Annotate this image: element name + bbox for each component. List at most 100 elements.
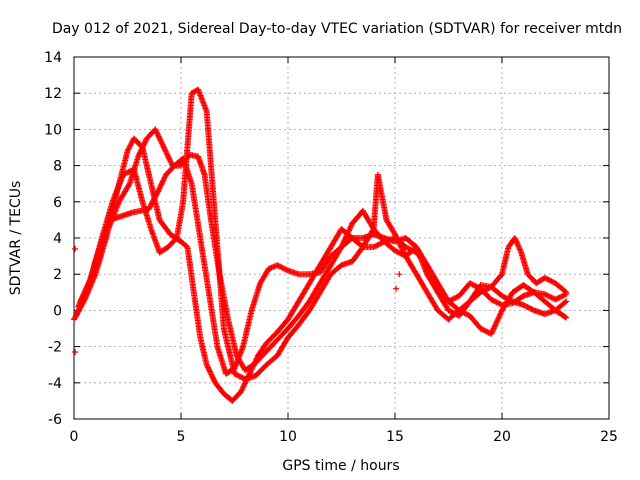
data-point — [87, 276, 94, 283]
y-tick-label: 2 — [53, 267, 62, 283]
data-point — [141, 141, 148, 148]
data-point — [164, 151, 171, 158]
data-point — [544, 276, 551, 283]
data-point — [167, 158, 174, 165]
data-point — [445, 307, 452, 314]
data-point — [138, 146, 145, 153]
data-point — [545, 276, 552, 283]
data-point — [155, 133, 162, 140]
data-point — [543, 291, 550, 298]
data-point — [161, 175, 168, 182]
data-point — [396, 240, 403, 247]
data-point — [541, 291, 548, 298]
data-point — [85, 280, 92, 287]
data-point — [469, 281, 476, 288]
data-point — [156, 134, 163, 141]
data-point — [157, 182, 164, 189]
data-point — [74, 310, 81, 317]
data-point — [282, 266, 289, 273]
data-point — [345, 228, 352, 235]
data-point — [373, 242, 380, 249]
data-point — [278, 264, 285, 271]
series-layer — [71, 86, 570, 404]
data-point — [521, 302, 528, 309]
data-point — [559, 293, 566, 300]
data-point — [125, 168, 132, 175]
data-point — [83, 285, 90, 292]
data-point — [446, 308, 453, 315]
data-point — [153, 129, 160, 136]
data-point — [560, 292, 567, 299]
data-point — [75, 303, 82, 310]
data-point — [240, 383, 247, 390]
data-point — [478, 326, 485, 333]
data-point — [232, 371, 239, 378]
data-point — [86, 278, 93, 285]
data-point — [525, 304, 532, 311]
data-point — [154, 189, 161, 196]
data-point — [84, 283, 91, 290]
data-point — [495, 314, 502, 321]
data-point — [124, 169, 131, 176]
data-point — [374, 242, 381, 249]
y-tick-label: 10 — [44, 122, 62, 138]
data-point — [468, 280, 475, 287]
data-point — [480, 287, 487, 294]
data-point — [346, 226, 353, 233]
data-point — [503, 294, 510, 301]
data-point — [342, 235, 349, 242]
data-point — [507, 296, 514, 303]
data-point — [172, 236, 179, 243]
data-point — [541, 274, 548, 281]
data-point — [493, 319, 500, 326]
data-point — [161, 174, 168, 181]
data-point — [396, 239, 403, 246]
data-point — [346, 227, 353, 234]
data-point — [77, 298, 84, 305]
data-point — [464, 311, 471, 318]
data-point — [401, 250, 408, 257]
data-point — [72, 349, 79, 356]
data-point — [478, 288, 485, 295]
data-point — [562, 288, 569, 295]
data-point — [484, 328, 491, 335]
data-point — [158, 138, 165, 145]
data-point — [453, 294, 460, 301]
data-point — [393, 285, 400, 292]
data-point — [492, 298, 499, 305]
data-point — [209, 374, 216, 381]
data-point — [496, 312, 503, 319]
data-point — [154, 130, 161, 137]
data-point — [163, 150, 170, 157]
data-point — [238, 387, 245, 394]
data-point — [343, 232, 350, 239]
data-point — [449, 296, 456, 303]
data-point — [280, 265, 287, 272]
data-point — [231, 370, 238, 377]
data-point — [370, 244, 377, 251]
data-point — [375, 241, 382, 248]
data-point — [492, 322, 499, 329]
data-point — [481, 287, 488, 294]
data-point — [400, 249, 407, 256]
data-point — [494, 317, 501, 324]
data-point — [86, 277, 93, 284]
data-point — [393, 248, 400, 255]
data-point — [344, 231, 351, 238]
data-point — [528, 306, 535, 313]
data-point — [489, 297, 496, 304]
data-point — [501, 294, 508, 301]
data-point — [423, 260, 430, 267]
data-point — [347, 224, 354, 231]
data-point — [247, 369, 254, 376]
data-point — [490, 325, 497, 332]
data-point — [477, 289, 484, 296]
data-point — [404, 244, 411, 251]
data-point — [448, 308, 455, 315]
data-point — [237, 388, 244, 395]
data-point — [235, 372, 242, 379]
data-point — [236, 373, 243, 380]
data-point — [157, 184, 164, 191]
data-point — [159, 141, 166, 148]
